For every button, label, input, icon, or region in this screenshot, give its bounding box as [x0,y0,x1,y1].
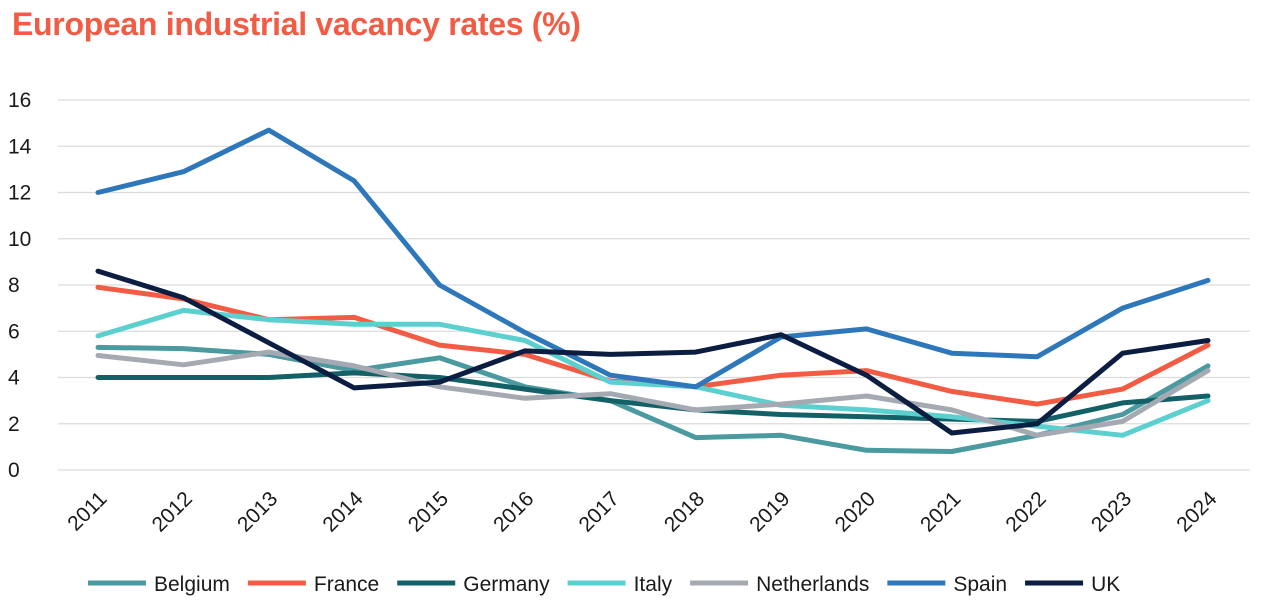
y-tick-label: 10 [8,228,31,251]
y-tick-label: 0 [8,459,20,482]
y-tick-label: 4 [8,367,20,390]
y-tick-label: 2 [8,413,20,436]
x-tick-label: 2020 [831,487,880,536]
x-tick-label: 2018 [660,487,709,536]
x-tick-label: 2012 [148,487,197,536]
series-line-germany [95,370,1211,424]
legend-label-spain: Spain [953,573,1007,596]
series-line-uk [95,268,1211,436]
series-line-belgium [95,344,1211,454]
legend: Belgium France Germany Italy Netherlands Spai… [88,573,1120,596]
y-tick-label: 12 [8,182,31,205]
x-tick-label: 2019 [745,487,794,536]
x-tick-label: 2023 [1087,487,1136,536]
y-tick-label: 6 [8,320,20,343]
y-tick-label: 8 [8,274,20,297]
x-tick-label: 2016 [489,487,538,536]
x-tick-label: 2014 [318,487,368,537]
x-tick-label: 2015 [404,487,453,536]
legend-label-belgium: Belgium [154,573,230,596]
legend-label-germany: Germany [463,573,550,596]
chart-title: European industrial vacancy rates (%) [12,6,581,42]
series-line-netherlands [95,349,1211,438]
series-line-spain [95,127,1211,390]
x-tick-label: 2017 [575,487,624,536]
y-tick-label: 14 [8,135,32,158]
legend-label-italy: Italy [634,573,673,596]
legend-label-france: France [314,573,379,596]
y-axis-ticks: 0 2 4 6 8 10 12 14 16 [8,89,32,482]
y-tick-label: 16 [8,89,31,112]
x-tick-label: 2022 [1001,487,1050,536]
x-axis-ticks: 2011 2012 2013 2014 2015 2016 2017 2018 2019 2020… [63,487,1221,537]
x-tick-label: 2011 [63,487,111,535]
legend-label-uk: UK [1091,573,1120,596]
x-tick-label: 2013 [233,487,282,536]
legend-label-netherlands: Netherlands [756,573,869,596]
x-tick-label: 2024 [1172,487,1222,537]
series-lines [95,127,1211,454]
x-tick-label: 2021 [916,487,965,536]
